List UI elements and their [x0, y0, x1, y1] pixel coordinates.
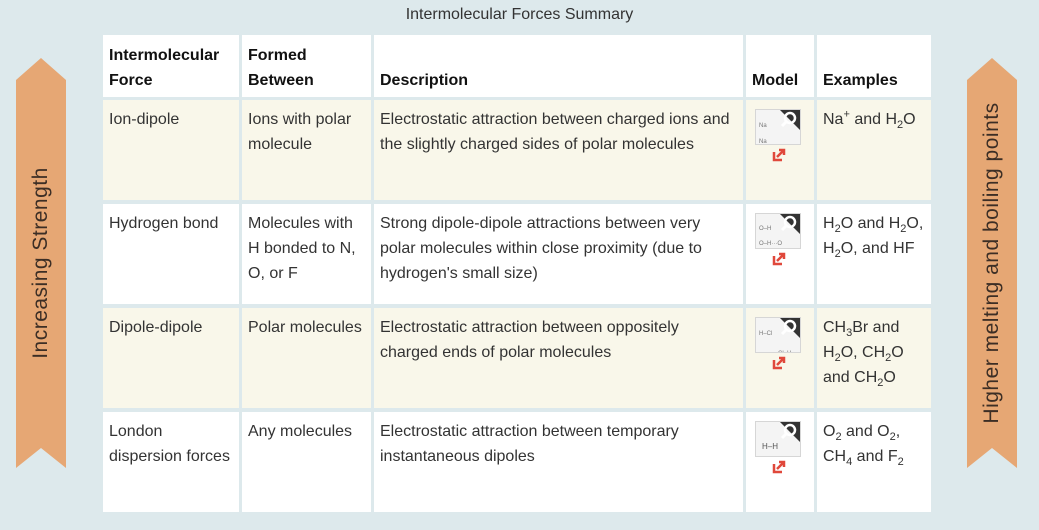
table-row-examples: CH3Br and H2O, CH2O and CH2O	[817, 308, 931, 408]
magnifier-icon[interactable]	[779, 318, 799, 338]
header-description: Description	[374, 35, 743, 97]
ion-dipole-model-thumbnail[interactable]: Na Na	[755, 109, 801, 145]
model-zoom-button[interactable]: Na Na	[755, 109, 801, 162]
table-row-examples: Na+ and H2O	[817, 100, 931, 200]
hydrogen-bond-model-thumbnail[interactable]: O–H O–H···O	[755, 213, 801, 249]
table-row-model: Na Na	[746, 100, 814, 200]
table-row-formed: Any molecules	[242, 412, 371, 512]
popout-icon[interactable]	[771, 251, 787, 267]
model-zoom-button[interactable]: O–H O–H···O	[755, 213, 801, 266]
ribbon-arrow-shape	[967, 58, 1017, 468]
header-formed: Formed Between	[242, 35, 371, 97]
popout-icon[interactable]	[771, 459, 787, 475]
header-force: Intermolecular Force	[103, 35, 239, 97]
ribbon-label: Higher melting and boiling points	[980, 102, 1003, 424]
header-force-line1: Intermolecular	[109, 47, 220, 64]
magnifier-icon[interactable]	[779, 110, 799, 130]
table-row-force: Dipole-dipole	[103, 308, 239, 408]
table-row-force: London dispersion forces	[103, 412, 239, 512]
table-row-description: Strong dipole-dipole attractions between…	[374, 204, 743, 304]
increasing-strength-ribbon: Increasing Strength	[16, 58, 66, 468]
ribbon-label: Increasing Strength	[29, 167, 52, 359]
ribbon-arrow-shape	[16, 58, 66, 468]
table-row-description: Electrostatic attraction between tempora…	[374, 412, 743, 512]
table-row-description: Electrostatic attraction between charged…	[374, 100, 743, 200]
table-row-formed: Ions with polar molecule	[242, 100, 371, 200]
header-examples-label: Examples	[823, 72, 898, 89]
header-model: Model	[746, 35, 814, 97]
popout-icon[interactable]	[771, 355, 787, 371]
header-formed-line2: Between	[248, 72, 314, 89]
table-row-formed: Molecules with H bonded to N, O, or F	[242, 204, 371, 304]
table-row-force: Hydrogen bond	[103, 204, 239, 304]
higher-melting-ribbon: Higher melting and boiling points	[967, 58, 1017, 468]
table-row-model: H–H	[746, 412, 814, 512]
header-formed-line1: Formed	[248, 47, 307, 64]
popout-icon[interactable]	[771, 147, 787, 163]
table-row-model: O–H O–H···O	[746, 204, 814, 304]
london-dispersion-model-thumbnail[interactable]: H–H	[755, 421, 801, 457]
header-force-line2: Force	[109, 72, 153, 89]
header-description-label: Description	[380, 72, 469, 89]
table-row-model: H–ClCl–H	[746, 308, 814, 408]
table-row-description: Electrostatic attraction between opposit…	[374, 308, 743, 408]
dipole-dipole-model-thumbnail[interactable]: H–ClCl–H	[755, 317, 801, 353]
header-examples: Examples	[817, 35, 931, 97]
table-row-examples: H2O and H2O, H2O, and HF	[817, 204, 931, 304]
magnifier-icon[interactable]	[779, 214, 799, 234]
magnifier-icon[interactable]	[779, 422, 799, 442]
model-zoom-button[interactable]: H–H	[755, 421, 801, 474]
table-row-force: Ion-dipole	[103, 100, 239, 200]
page-title: Intermolecular Forces Summary	[405, 6, 634, 23]
model-zoom-button[interactable]: H–ClCl–H	[755, 317, 801, 370]
header-model-label: Model	[752, 72, 799, 89]
table-row-formed: Polar molecules	[242, 308, 371, 408]
table-row-examples: O2 and O2, CH4 and F2	[817, 412, 931, 512]
